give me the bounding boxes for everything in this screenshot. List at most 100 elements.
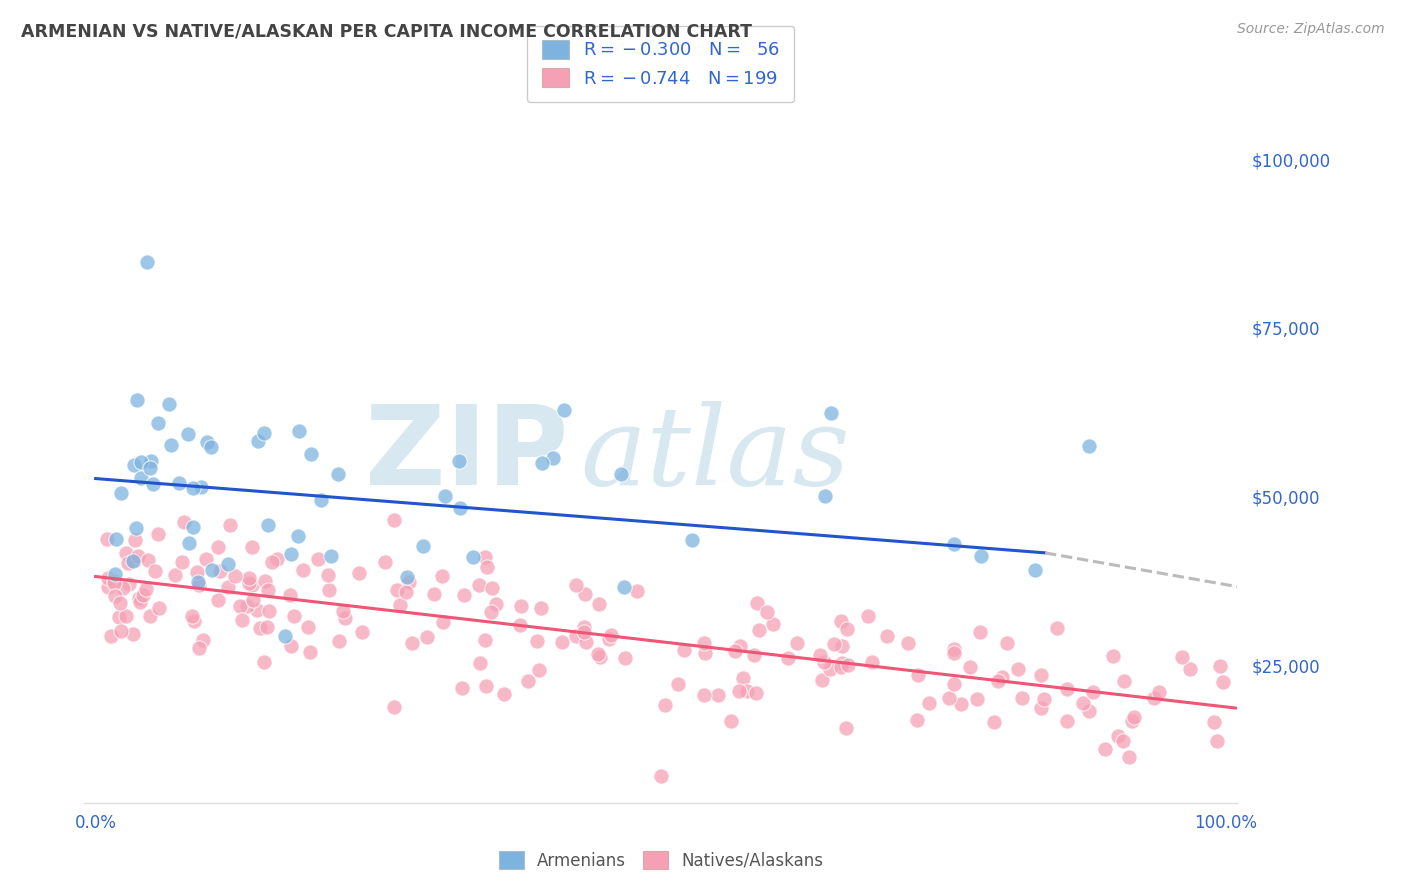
Point (564, 629, 586, 643)
Point (553, 402, 575, 417)
Point (485, 597, 508, 611)
Point (283, 608, 305, 623)
Point (412, 539, 434, 553)
Point (257, 582, 280, 597)
Point (148, 416, 170, 430)
Point (475, 560, 498, 574)
Point (818, 662, 841, 676)
Point (280, 640, 302, 654)
Point (1024, 563, 1046, 577)
Point (1114, 673, 1136, 688)
Point (385, 582, 408, 597)
Point (530, 601, 553, 615)
Point (541, 451, 564, 466)
Point (776, 651, 799, 665)
Point (97, 571, 120, 585)
Point (127, 549, 149, 564)
Text: ZIP: ZIP (366, 401, 568, 508)
Point (756, 606, 779, 620)
Point (129, 455, 152, 469)
Point (157, 397, 180, 411)
Point (786, 636, 808, 650)
Point (724, 644, 747, 658)
Point (146, 527, 169, 541)
Point (318, 582, 340, 597)
Point (207, 540, 229, 554)
Point (1056, 714, 1078, 728)
Point (136, 553, 159, 567)
Point (831, 639, 853, 653)
Point (834, 721, 856, 735)
Point (692, 688, 714, 702)
Point (589, 650, 612, 665)
Point (897, 636, 920, 650)
Point (987, 674, 1010, 689)
Point (110, 624, 132, 638)
Point (142, 477, 165, 491)
Point (187, 578, 209, 592)
Point (1033, 691, 1056, 706)
Point (240, 578, 263, 592)
Point (173, 515, 195, 529)
Point (808, 648, 831, 662)
Point (610, 467, 633, 481)
Point (810, 673, 832, 687)
Point (188, 640, 211, 655)
Point (983, 714, 1005, 729)
Text: atlas: atlas (581, 401, 849, 508)
Point (654, 698, 676, 713)
Point (1083, 684, 1105, 698)
Point (177, 427, 200, 442)
Point (183, 614, 205, 628)
Point (1212, 675, 1234, 690)
Point (333, 611, 356, 625)
Point (1209, 659, 1232, 673)
Point (449, 454, 471, 468)
Point (129, 471, 152, 485)
Point (748, 623, 770, 637)
Point (423, 587, 446, 601)
Point (813, 655, 835, 669)
Point (1071, 696, 1094, 710)
Point (481, 581, 503, 595)
Point (966, 691, 988, 706)
Point (240, 541, 263, 555)
Point (588, 597, 610, 611)
Point (125, 393, 148, 408)
Point (108, 610, 131, 624)
Point (1077, 439, 1099, 453)
Point (219, 518, 242, 533)
Point (121, 554, 143, 568)
Point (254, 574, 277, 588)
Point (907, 668, 929, 682)
Point (918, 696, 941, 710)
Point (207, 593, 229, 607)
Point (1077, 704, 1099, 718)
Point (470, 656, 492, 670)
Point (242, 592, 264, 607)
Point (382, 699, 405, 714)
Point (170, 555, 193, 569)
Point (256, 620, 278, 634)
Point (1121, 714, 1143, 729)
Point (858, 609, 880, 624)
Point (262, 555, 284, 569)
Point (492, 687, 515, 701)
Point (135, 582, 157, 597)
Point (969, 549, 991, 563)
Point (1149, 684, 1171, 698)
Point (938, 691, 960, 706)
Point (666, 677, 689, 691)
Point (110, 486, 132, 500)
Point (707, 689, 730, 703)
Point (942, 641, 965, 656)
Point (128, 591, 150, 606)
Point (990, 670, 1012, 684)
Point (468, 577, 491, 591)
Point (181, 609, 204, 624)
Point (238, 571, 260, 585)
Point (309, 493, 332, 508)
Text: $25,000: $25,000 (1251, 658, 1320, 677)
Point (131, 588, 153, 602)
Point (100, 629, 122, 643)
